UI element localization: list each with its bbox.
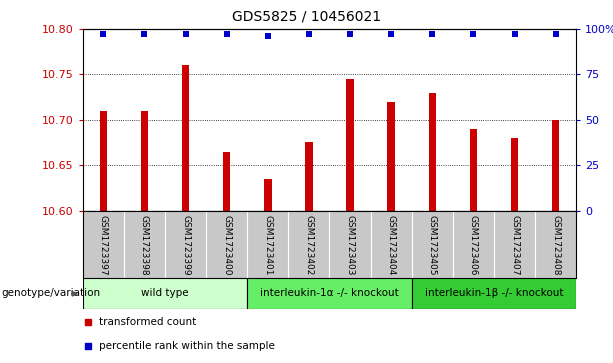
Bar bbox=[552, 120, 559, 211]
Text: GSM1723408: GSM1723408 bbox=[551, 215, 560, 275]
Bar bbox=[83, 278, 247, 309]
Bar bbox=[264, 179, 272, 211]
Point bbox=[83, 343, 93, 349]
Text: GSM1723398: GSM1723398 bbox=[140, 215, 149, 275]
Text: percentile rank within the sample: percentile rank within the sample bbox=[99, 341, 275, 351]
Text: GSM1723400: GSM1723400 bbox=[222, 215, 231, 275]
Text: GDS5825 / 10456021: GDS5825 / 10456021 bbox=[232, 9, 381, 23]
Text: wild type: wild type bbox=[141, 288, 189, 298]
Text: GSM1723405: GSM1723405 bbox=[428, 215, 437, 275]
Point bbox=[386, 32, 396, 37]
Text: interleukin-1α -/- knockout: interleukin-1α -/- knockout bbox=[260, 288, 399, 298]
Text: GSM1723402: GSM1723402 bbox=[305, 215, 313, 275]
Bar bbox=[223, 152, 230, 211]
Bar bbox=[428, 93, 436, 211]
Bar bbox=[511, 138, 518, 211]
Text: GSM1723401: GSM1723401 bbox=[264, 215, 272, 275]
Point bbox=[427, 32, 437, 37]
Text: GSM1723403: GSM1723403 bbox=[346, 215, 354, 275]
Text: transformed count: transformed count bbox=[99, 317, 196, 327]
Bar bbox=[346, 79, 354, 211]
Text: genotype/variation: genotype/variation bbox=[2, 287, 101, 298]
Point bbox=[99, 32, 109, 37]
Bar bbox=[100, 111, 107, 211]
Point bbox=[509, 32, 519, 37]
Point bbox=[83, 319, 93, 325]
Point bbox=[550, 32, 560, 37]
Bar bbox=[182, 65, 189, 211]
Bar bbox=[305, 143, 313, 211]
Text: GSM1723407: GSM1723407 bbox=[510, 215, 519, 275]
Bar bbox=[387, 102, 395, 211]
Point bbox=[181, 32, 191, 37]
Text: GSM1723406: GSM1723406 bbox=[469, 215, 478, 275]
Text: GSM1723404: GSM1723404 bbox=[387, 215, 395, 275]
Point bbox=[140, 32, 150, 37]
Text: GSM1723399: GSM1723399 bbox=[181, 215, 190, 275]
Point bbox=[304, 32, 314, 37]
Point bbox=[222, 32, 232, 37]
Bar bbox=[141, 111, 148, 211]
Text: GSM1723397: GSM1723397 bbox=[99, 215, 108, 275]
Text: interleukin-1β -/- knockout: interleukin-1β -/- knockout bbox=[425, 288, 563, 298]
Point bbox=[345, 32, 355, 37]
Bar bbox=[470, 129, 477, 211]
Point bbox=[263, 33, 273, 39]
Bar bbox=[247, 278, 412, 309]
Point bbox=[468, 32, 478, 37]
Bar bbox=[412, 278, 576, 309]
